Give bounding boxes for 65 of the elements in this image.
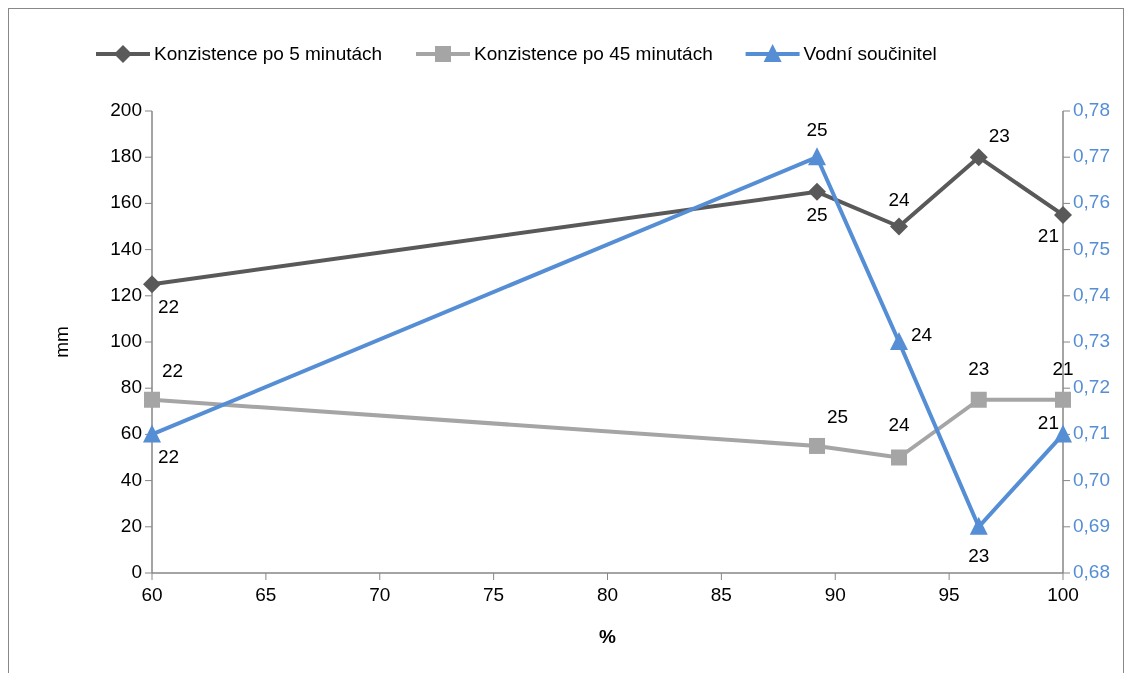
point [970, 391, 987, 408]
y2-tick-label: 0,68 [1073, 561, 1110, 583]
y-tick-label: 100 [110, 330, 142, 352]
y-axis-title: mm [51, 326, 72, 358]
x-tick-label: 100 [1047, 584, 1079, 605]
annotation: 23 [988, 125, 1010, 147]
x-tick-label: 70 [369, 584, 391, 605]
x-axis-title: % [599, 626, 617, 647]
y2-tick-label: 0,69 [1073, 514, 1110, 536]
point [809, 437, 826, 454]
x-tick-label: 60 [141, 584, 163, 605]
annotation: 24 [911, 324, 933, 346]
y2-tick-label: 0,71 [1073, 422, 1110, 444]
annotation: 25 [827, 405, 849, 427]
legend-label: Konzistence po 45 minutách [474, 43, 713, 65]
y-tick-label: 180 [110, 145, 142, 167]
annotation: 22 [158, 296, 180, 318]
y-tick-label: 160 [110, 191, 142, 213]
x-tick-label: 75 [483, 584, 505, 605]
point [143, 424, 161, 443]
x-tick-label: 95 [938, 584, 960, 605]
legend-label: Vodní součinitel [803, 43, 937, 65]
y-tick-label: 200 [110, 99, 142, 121]
annotation: 24 [888, 413, 911, 435]
point [890, 217, 909, 236]
x-tick-label: 65 [255, 584, 277, 605]
y-tick-label: 40 [120, 468, 142, 490]
annotation: 22 [158, 446, 180, 468]
y-tick-label: 120 [110, 283, 142, 305]
y-tick-label: 140 [110, 237, 142, 259]
point [808, 182, 827, 201]
point [891, 449, 908, 466]
legend-label: Konzistence po 5 minutách [154, 43, 383, 65]
annotation: 21 [1052, 357, 1074, 379]
point [969, 516, 988, 535]
x-tick-label: 80 [596, 584, 619, 605]
annotation: 25 [806, 119, 828, 141]
point [890, 332, 909, 350]
annotation: 23 [968, 357, 990, 379]
point [144, 391, 160, 408]
y-tick-label: 60 [120, 422, 142, 444]
annotation: 23 [968, 544, 990, 566]
point [143, 275, 161, 294]
y2-tick-label: 0,78 [1073, 99, 1110, 121]
y2-tick-label: 0,72 [1073, 376, 1110, 398]
annotation: 25 [806, 203, 828, 225]
y2-tick-label: 0,75 [1073, 237, 1110, 259]
y-tick-label: 20 [120, 514, 142, 536]
y2-tick-label: 0,77 [1073, 145, 1110, 167]
annotation: 24 [888, 188, 911, 210]
y-tick-label: 0 [131, 561, 142, 583]
x-tick-label: 90 [824, 584, 846, 605]
annotation: 21 [1037, 224, 1059, 246]
point [808, 147, 827, 166]
point [1055, 391, 1071, 408]
point [969, 148, 988, 167]
y2-tick-label: 0,70 [1073, 468, 1110, 490]
y2-tick-label: 0,74 [1073, 283, 1111, 305]
point [1054, 205, 1072, 224]
x-tick-label: 85 [710, 584, 732, 605]
annotation: 21 [1037, 412, 1059, 434]
y2-tick-label: 0,76 [1073, 191, 1110, 213]
annotation: 22 [162, 359, 184, 381]
y-tick-label: 80 [120, 376, 142, 398]
y2-tick-label: 0,73 [1073, 330, 1110, 352]
